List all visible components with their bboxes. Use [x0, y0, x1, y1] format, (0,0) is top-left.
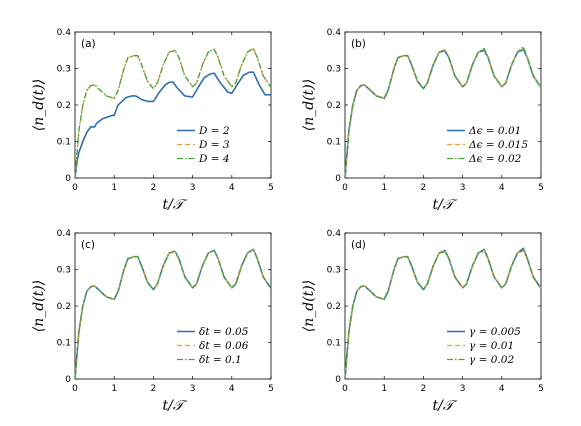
- plot-frame: [74, 31, 272, 179]
- x-tick-label: 1: [111, 384, 117, 394]
- y-tick-label: 0.2: [327, 302, 341, 312]
- y-tick-label: 0.3: [327, 65, 341, 75]
- y-tick-label: 0: [335, 174, 341, 184]
- y-tick-label: 0.4: [57, 28, 72, 38]
- x-tick-label: 3: [460, 384, 466, 394]
- legend-entry: Δϵ = 0.02: [468, 153, 522, 165]
- panel-label: (d): [351, 239, 366, 251]
- x-axis-label: t/𝒯: [432, 398, 457, 414]
- y-tick-label: 0.4: [327, 229, 342, 239]
- series-line: [74, 47, 272, 179]
- series-line: [74, 47, 272, 179]
- y-tick-label: 0.2: [57, 302, 71, 312]
- x-tick-label: 5: [268, 384, 274, 394]
- x-tick-label: 3: [190, 183, 196, 193]
- x-tick-label: 5: [538, 384, 544, 394]
- x-tick-label: 0: [342, 384, 348, 394]
- y-tick-label: 0.4: [57, 229, 72, 239]
- y-tick-label: 0.3: [57, 65, 71, 75]
- panel-label: (b): [351, 38, 366, 50]
- legend-entry: γ = 0.02: [469, 354, 514, 366]
- chart-panel: 0 1 2 3 4 5 0 0.1 0.2 0.3 0.4 t/𝒯 ⟨n_d(t)⟩ (c) δt = 0.…: [31, 229, 274, 414]
- x-tick-label: 4: [229, 384, 235, 394]
- legend-entry: Δϵ = 0.015: [468, 139, 528, 151]
- legend-entry: γ = 0.005: [469, 326, 521, 338]
- x-tick-label: 4: [499, 384, 505, 394]
- series-line: [344, 45, 542, 179]
- legend-entry: D = 4: [198, 153, 230, 165]
- y-tick-label: 0.1: [57, 339, 71, 349]
- x-tick-label: 2: [421, 183, 427, 193]
- x-tick-label: 5: [268, 183, 274, 193]
- series-line: [74, 71, 271, 179]
- x-tick-label: 3: [460, 183, 466, 193]
- x-tick-label: 0: [72, 183, 78, 193]
- y-tick-label: 0.3: [327, 266, 341, 276]
- legend-entry: δt = 0.05: [199, 326, 249, 338]
- x-tick-label: 1: [381, 384, 387, 394]
- panel-label: (c): [81, 239, 95, 251]
- x-tick-label: 1: [111, 183, 117, 193]
- x-axis-label: t/𝒯: [432, 197, 457, 213]
- y-axis-label: ⟨n_d(t)⟩: [301, 280, 317, 332]
- y-axis-label: ⟨n_d(t)⟩: [31, 280, 47, 332]
- legend-entry: D = 3: [198, 139, 230, 151]
- x-tick-label: 5: [538, 183, 544, 193]
- x-tick-label: 2: [421, 384, 427, 394]
- x-tick-label: 4: [499, 183, 505, 193]
- x-axis-label: t/𝒯: [162, 398, 187, 414]
- x-tick-label: 0: [342, 183, 348, 193]
- y-tick-label: 0.2: [327, 101, 341, 111]
- series-line: [344, 249, 542, 380]
- legend-entry: Δϵ = 0.01: [468, 125, 521, 137]
- x-tick-label: 1: [381, 183, 387, 193]
- y-tick-label: 0.3: [57, 266, 71, 276]
- x-tick-label: 2: [151, 183, 157, 193]
- chart-panel: 0 1 2 3 4 5 0 0.1 0.2 0.3 0.4 t/𝒯 ⟨n_d(t)⟩ (a) D = 2 D …: [31, 28, 274, 213]
- y-axis-label: ⟨n_d(t)⟩: [301, 79, 317, 131]
- x-tick-label: 0: [72, 384, 78, 394]
- y-tick-label: 0: [65, 174, 71, 184]
- y-tick-label: 0.1: [57, 138, 71, 148]
- legend-entry: D = 2: [198, 125, 230, 137]
- x-axis-label: t/𝒯: [162, 197, 187, 213]
- y-tick-label: 0.1: [327, 138, 341, 148]
- series-line: [74, 248, 272, 380]
- legend-entry: δt = 0.1: [199, 354, 242, 366]
- chart-panel: 0 1 2 3 4 5 0 0.1 0.2 0.3 0.4 t/𝒯 ⟨n_d(t)⟩ (d) γ = 0.0…: [301, 229, 544, 414]
- y-tick-label: 0: [335, 375, 341, 385]
- legend-entry: γ = 0.01: [469, 340, 514, 352]
- legend-entry: δt = 0.06: [199, 340, 249, 352]
- y-tick-label: 0: [65, 375, 71, 385]
- x-tick-label: 4: [229, 183, 235, 193]
- y-tick-label: 0.4: [327, 28, 342, 38]
- panel-label: (a): [81, 38, 96, 50]
- x-tick-label: 3: [190, 384, 196, 394]
- x-tick-label: 2: [151, 384, 157, 394]
- y-tick-label: 0.2: [57, 101, 71, 111]
- y-tick-label: 0.1: [327, 339, 341, 349]
- y-axis-label: ⟨n_d(t)⟩: [31, 79, 47, 131]
- chart-panel: 0 1 2 3 4 5 0 0.1 0.2 0.3 0.4 t/𝒯 ⟨n_d(t)⟩ (b) Δϵ = 0.…: [301, 28, 544, 213]
